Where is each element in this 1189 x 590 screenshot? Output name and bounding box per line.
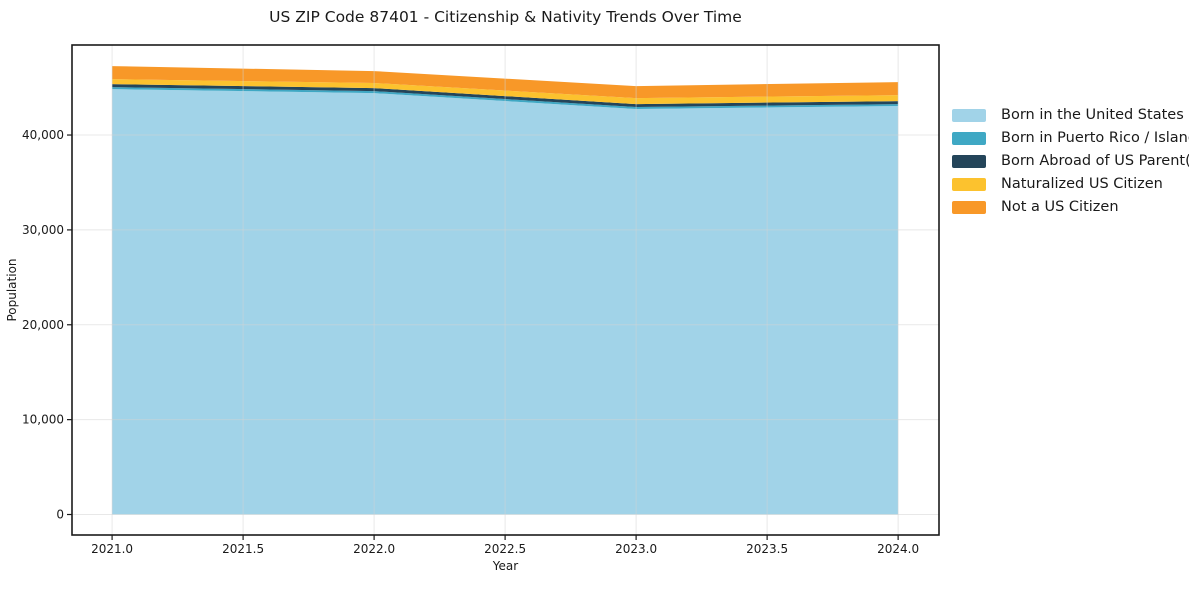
x-tick-label: 2022.5 <box>484 542 526 556</box>
x-tick-label: 2021.0 <box>91 542 133 556</box>
area-series-2 <box>112 84 899 107</box>
legend-swatch <box>952 109 986 122</box>
x-axis-title: Year <box>492 559 519 573</box>
legend-swatch <box>952 155 986 168</box>
legend-item-2: Born Abroad of US Parent(s) <box>952 153 1189 169</box>
legend: Born in the United States Born in Puerto … <box>952 107 1189 215</box>
legend-swatch <box>952 201 986 214</box>
y-axis-title: Population <box>5 258 19 322</box>
legend-item-3: Naturalized US Citizen <box>952 176 1189 192</box>
legend-label: Born in Puerto Rico / Islands <box>1001 130 1189 146</box>
legend-item-1: Born in Puerto Rico / Islands <box>952 130 1189 146</box>
legend-swatch <box>952 132 986 145</box>
legend-swatch <box>952 178 986 191</box>
x-tick-label: 2023.5 <box>746 542 788 556</box>
x-tick-label: 2021.5 <box>222 542 264 556</box>
y-tick-label: 40,000 <box>22 128 64 142</box>
chart-title: US ZIP Code 87401 - Citizenship & Nativi… <box>269 8 742 26</box>
y-tick-label: 0 <box>56 508 64 522</box>
legend-item-0: Born in the United States <box>952 107 1189 123</box>
legend-label: Not a US Citizen <box>1001 199 1119 215</box>
legend-item-4: Not a US Citizen <box>952 199 1189 215</box>
area-series-1 <box>112 87 899 109</box>
legend-label: Naturalized US Citizen <box>1001 176 1163 192</box>
y-tick-label: 30,000 <box>22 223 64 237</box>
y-tick-label: 20,000 <box>22 318 64 332</box>
x-tick-label: 2022.0 <box>353 542 395 556</box>
legend-label: Born in the United States <box>1001 107 1184 123</box>
x-tick-label: 2024.0 <box>877 542 919 556</box>
x-tick-label: 2023.0 <box>615 542 657 556</box>
legend-label: Born Abroad of US Parent(s) <box>1001 153 1189 169</box>
y-tick-label: 10,000 <box>22 413 64 427</box>
